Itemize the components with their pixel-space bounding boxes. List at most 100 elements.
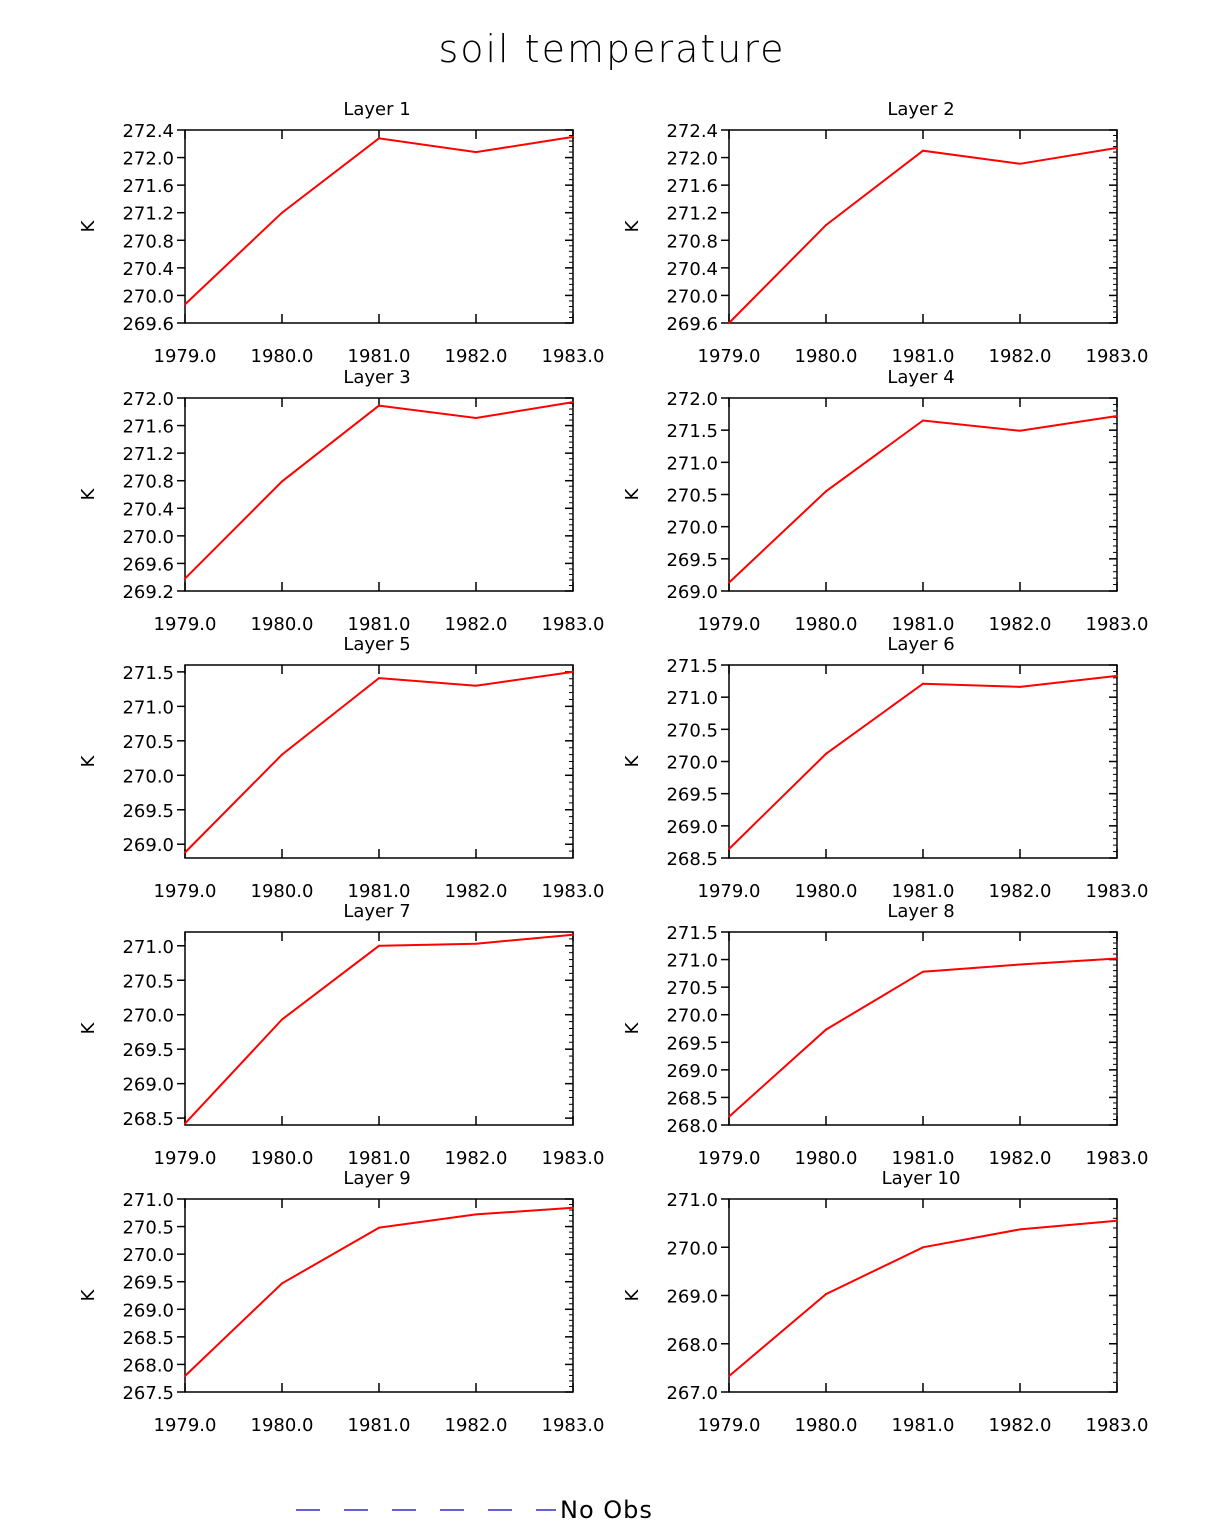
y-tick-label: 268.5 [122,1328,174,1349]
panel-layer-1: Layer 1 K 1979.0 1980.0 1981.0 1982.0 1983.0 26… [78,99,604,367]
data-point [184,1122,186,1125]
y-tick-label: 272.0 [122,149,174,170]
data-point [378,1226,380,1229]
data-point [184,1375,186,1378]
y-tick-label: 271.2 [666,204,718,225]
y-tick-label: 270.5 [666,978,718,999]
y-tick-label: 269.5 [666,785,718,806]
y-tick-label: 270.5 [666,486,718,507]
y-tick-label: 269.0 [666,1061,718,1082]
plot-frame [728,931,1118,1126]
y-axis-label: K [78,487,99,500]
y-tick-label: 271.5 [122,663,174,684]
x-tick-label: 1981.0 [892,346,955,367]
panel-title: Layer 9 [343,1168,410,1189]
panel-title: Layer 2 [887,99,954,120]
data-point [728,322,730,324]
series-line [184,1206,574,1377]
plot-frame [728,664,1118,859]
y-axis-label: K [622,754,643,767]
y-tick-label: 269.0 [122,1075,174,1096]
x-tick-label: 1982.0 [445,346,508,367]
x-tick-label: 1982.0 [445,881,508,902]
data-point [572,933,574,936]
y-tick-label: 268.5 [666,1088,718,1109]
data-point [1116,1219,1118,1222]
y-tick-label: 268.5 [122,1109,174,1130]
y-tick-label: 271.5 [666,656,718,677]
y-tick-label: 269.6 [122,314,174,335]
data-point [281,480,283,483]
plot-frame [728,1198,1118,1393]
y-tick-label: 270.0 [122,1006,174,1027]
x-tick-label: 1979.0 [154,881,217,902]
data-point [184,303,186,306]
y-tick-label: 270.0 [122,286,174,307]
panels-grid: Layer 1 K 1979.0 1980.0 1981.0 1982.0 1983.0 26… [78,99,1148,1436]
plot-frame [184,664,574,859]
data-point [475,942,477,945]
data-point [1019,429,1021,432]
series-line [728,1219,1118,1377]
y-tick-label: 270.8 [666,231,718,252]
y-tick-label: 270.0 [666,286,718,307]
y-tick-label: 271.2 [122,444,174,465]
data-point [728,581,730,584]
y-tick-label: 270.5 [122,971,174,992]
y-tick-label: 271.6 [122,417,174,438]
y-tick-label: 271.0 [666,688,718,709]
y-tick-label: 270.8 [122,472,174,493]
x-tick-label: 1980.0 [251,1148,314,1169]
x-tick-label: 1982.0 [989,614,1052,635]
x-tick-label: 1980.0 [251,614,314,635]
y-axis-label: K [78,1021,99,1034]
x-tick-label: 1980.0 [795,1148,858,1169]
data-point [475,684,477,687]
x-tick-label: 1979.0 [698,614,761,635]
data-point [378,137,380,140]
data-point [922,419,924,422]
panel-layer-3: Layer 3 K 1979.0 1980.0 1981.0 1982.0 1983.0 26… [78,367,604,635]
x-tick-label: 1982.0 [989,1148,1052,1169]
y-tick-label: 271.0 [122,697,174,718]
panel-title: Layer 3 [343,367,410,388]
panel-title: Layer 10 [882,1168,961,1189]
y-tick-label: 268.5 [666,849,718,870]
panel-layer-10: Layer 10 K 1979.0 1980.0 1981.0 1982.0 1983.0 2… [622,1168,1148,1436]
y-tick-label: 268.0 [666,1335,718,1356]
y-tick-label: 269.5 [122,1040,174,1061]
x-tick-label: 1981.0 [892,881,955,902]
y-tick-label: 269.5 [122,801,174,822]
y-tick-label: 272.0 [666,389,718,410]
y-tick-label: 269.2 [122,582,174,603]
y-tick-label: 270.5 [122,732,174,753]
x-tick-label: 1983.0 [542,1415,605,1436]
data-point [281,211,283,214]
data-point [922,149,924,152]
y-tick-label: 270.0 [122,1245,174,1266]
series-line [184,401,574,580]
y-tick-label: 272.0 [666,149,718,170]
plot-frame [184,931,574,1126]
panel-layer-2: Layer 2 K 1979.0 1980.0 1981.0 1982.0 1983.0 26… [622,99,1148,367]
panel-layer-7: Layer 7 K 1979.0 1980.0 1981.0 1982.0 1983.0 26… [78,901,604,1169]
x-tick-label: 1980.0 [795,614,858,635]
data-point [922,682,924,685]
plot-frame [184,129,574,324]
x-tick-label: 1981.0 [348,614,411,635]
x-tick-label: 1981.0 [348,346,411,367]
data-point [184,577,186,580]
series-line [728,957,1118,1118]
y-axis-label: K [622,1021,643,1034]
y-tick-label: 272.4 [122,121,174,142]
x-tick-label: 1983.0 [1086,1415,1149,1436]
y-axis-label: K [78,219,99,232]
data-point [184,851,186,854]
y-tick-label: 270.0 [122,527,174,548]
x-tick-label: 1983.0 [1086,881,1149,902]
panel-title: Layer 7 [343,901,410,922]
data-point [378,944,380,947]
y-tick-label: 269.0 [122,1300,174,1321]
data-point [475,1213,477,1216]
panel-title: Layer 6 [887,634,954,655]
